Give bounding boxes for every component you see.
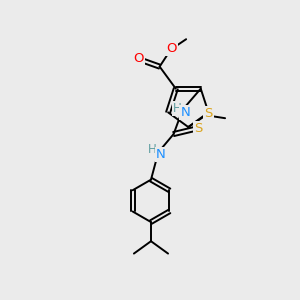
Text: O: O	[167, 41, 177, 55]
Text: S: S	[194, 122, 203, 135]
Text: H: H	[148, 143, 157, 156]
Text: O: O	[133, 52, 144, 64]
Text: S: S	[204, 107, 213, 120]
Text: N: N	[156, 148, 166, 161]
Text: H: H	[173, 102, 182, 115]
Text: N: N	[181, 106, 190, 119]
